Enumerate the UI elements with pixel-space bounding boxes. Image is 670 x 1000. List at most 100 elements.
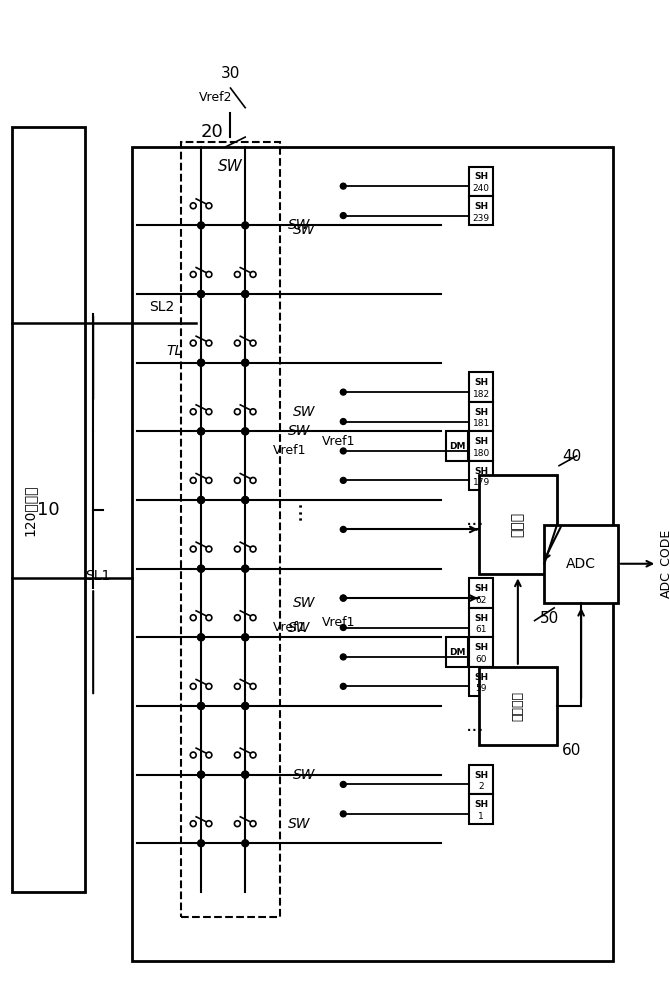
Circle shape: [198, 359, 204, 366]
Text: SL2: SL2: [149, 300, 174, 314]
FancyBboxPatch shape: [133, 147, 613, 961]
Circle shape: [242, 428, 249, 435]
Text: SH: SH: [474, 800, 488, 809]
Text: SW: SW: [293, 596, 316, 610]
Text: 120个通道: 120个通道: [22, 484, 36, 536]
Circle shape: [242, 840, 249, 847]
Circle shape: [340, 448, 346, 454]
Text: TL: TL: [166, 344, 183, 358]
Text: 59: 59: [475, 684, 487, 693]
Text: Vref1: Vref1: [273, 621, 306, 634]
Text: 1: 1: [478, 812, 484, 821]
FancyBboxPatch shape: [478, 475, 557, 574]
FancyBboxPatch shape: [544, 525, 618, 603]
Text: ADC: ADC: [566, 557, 596, 571]
Circle shape: [340, 781, 346, 787]
Circle shape: [340, 683, 346, 689]
Circle shape: [242, 634, 249, 641]
Text: SH: SH: [474, 771, 488, 780]
Circle shape: [340, 625, 346, 630]
Text: 180: 180: [472, 449, 490, 458]
Circle shape: [340, 213, 346, 219]
Text: SH: SH: [474, 437, 488, 446]
Text: SH: SH: [474, 408, 488, 417]
Text: 30: 30: [221, 66, 240, 81]
Text: 放大器: 放大器: [511, 512, 525, 537]
Text: ADC_CODE: ADC_CODE: [659, 529, 670, 598]
Circle shape: [198, 359, 204, 366]
Circle shape: [340, 595, 346, 601]
Text: Vref1: Vref1: [322, 435, 355, 448]
Text: Vref1: Vref1: [273, 444, 306, 457]
Text: SH: SH: [474, 172, 488, 181]
Text: SH: SH: [474, 614, 488, 623]
Circle shape: [198, 428, 204, 435]
Text: SW: SW: [218, 159, 243, 174]
Circle shape: [198, 497, 204, 503]
Circle shape: [242, 771, 249, 778]
FancyBboxPatch shape: [469, 372, 493, 402]
Circle shape: [198, 703, 204, 709]
Circle shape: [340, 419, 346, 424]
Text: SW: SW: [288, 218, 310, 232]
FancyBboxPatch shape: [469, 167, 493, 196]
Circle shape: [340, 477, 346, 483]
Text: SW: SW: [293, 223, 316, 237]
Circle shape: [242, 771, 249, 778]
Circle shape: [198, 634, 204, 641]
Circle shape: [198, 565, 204, 572]
FancyBboxPatch shape: [446, 637, 468, 667]
FancyBboxPatch shape: [478, 667, 557, 745]
Text: 181: 181: [472, 419, 490, 428]
FancyBboxPatch shape: [469, 667, 493, 696]
FancyBboxPatch shape: [469, 765, 493, 794]
Circle shape: [242, 565, 249, 572]
FancyBboxPatch shape: [469, 196, 493, 225]
Text: ...: ...: [284, 499, 304, 520]
Text: SW: SW: [293, 768, 316, 782]
Text: 61: 61: [475, 625, 487, 634]
Text: SH: SH: [474, 202, 488, 211]
Circle shape: [242, 359, 249, 366]
Text: SL1: SL1: [85, 569, 111, 583]
Circle shape: [198, 703, 204, 709]
Text: DM: DM: [449, 442, 465, 451]
FancyBboxPatch shape: [469, 608, 493, 637]
Text: 240: 240: [472, 184, 490, 193]
Circle shape: [242, 565, 249, 572]
Text: SW: SW: [288, 817, 310, 831]
Circle shape: [198, 291, 204, 297]
FancyBboxPatch shape: [12, 127, 85, 892]
Text: SW: SW: [288, 621, 310, 635]
Text: 偏置单元: 偏置单元: [511, 691, 525, 721]
Circle shape: [242, 703, 249, 709]
Text: 239: 239: [472, 214, 490, 223]
Text: SH: SH: [474, 673, 488, 682]
FancyBboxPatch shape: [446, 431, 468, 461]
Circle shape: [242, 428, 249, 435]
Text: Vref2: Vref2: [199, 91, 232, 104]
Text: 2: 2: [478, 782, 484, 791]
Circle shape: [340, 389, 346, 395]
Circle shape: [242, 634, 249, 641]
Text: 62: 62: [476, 596, 487, 605]
Text: 60: 60: [475, 655, 487, 664]
Text: SH: SH: [474, 584, 488, 593]
Circle shape: [198, 291, 204, 297]
Circle shape: [340, 183, 346, 189]
Circle shape: [340, 811, 346, 817]
Circle shape: [242, 359, 249, 366]
Circle shape: [198, 428, 204, 435]
Text: ...: ...: [466, 716, 485, 735]
Circle shape: [340, 595, 346, 601]
Circle shape: [198, 222, 204, 229]
FancyBboxPatch shape: [469, 461, 493, 490]
Text: SW: SW: [288, 424, 310, 438]
Text: 182: 182: [472, 390, 490, 399]
Text: 60: 60: [562, 743, 582, 758]
Circle shape: [242, 497, 249, 503]
Text: 10: 10: [37, 501, 60, 519]
Text: 50: 50: [539, 611, 559, 626]
Circle shape: [198, 565, 204, 572]
Text: SW: SW: [293, 405, 316, 419]
